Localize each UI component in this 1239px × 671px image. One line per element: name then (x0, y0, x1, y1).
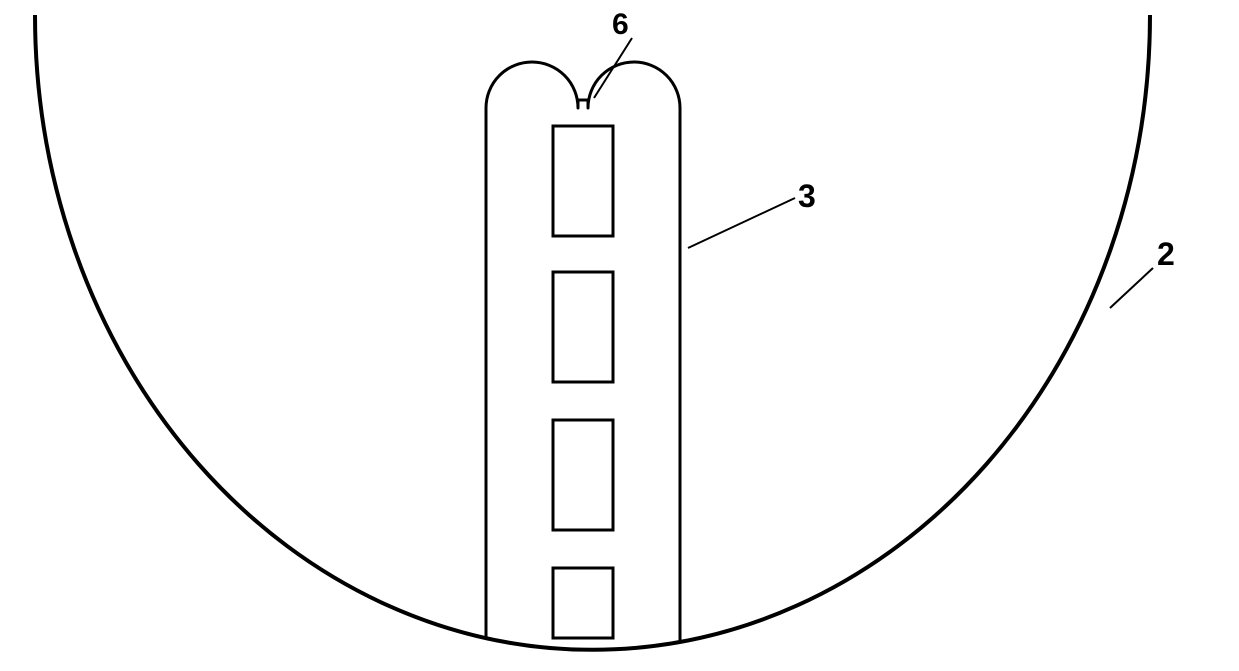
column-slot (553, 126, 613, 236)
column-outline (486, 62, 680, 642)
leader-line (594, 38, 632, 98)
callout-label-6: 6 (612, 8, 629, 42)
column-slot (553, 420, 613, 530)
leader-line (688, 198, 795, 248)
bowl-outline (35, 15, 1150, 650)
column-slot (553, 272, 613, 382)
leader-line (1110, 268, 1153, 308)
column-slot (553, 568, 613, 638)
callout-label-3: 3 (798, 178, 816, 215)
callout-label-2: 2 (1157, 236, 1175, 273)
